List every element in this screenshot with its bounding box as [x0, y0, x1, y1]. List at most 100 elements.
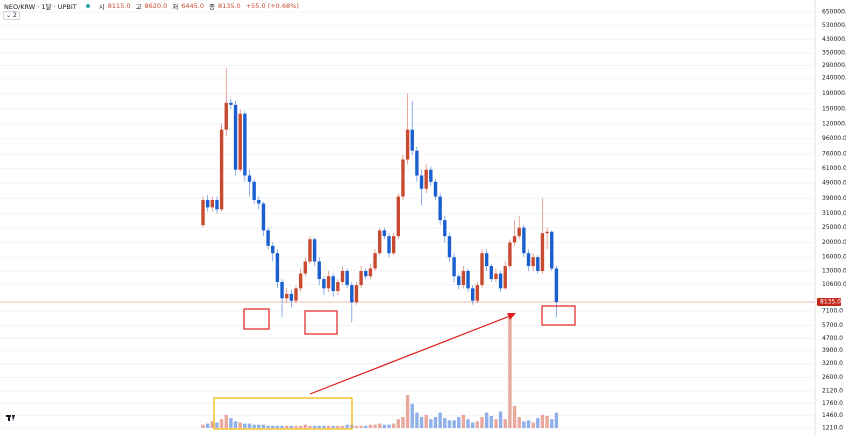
candle-body [261, 203, 266, 231]
volume-bar [201, 424, 205, 428]
candle-body [461, 270, 466, 286]
volume-bar [233, 421, 238, 428]
candle-body [243, 113, 247, 176]
candle-body [345, 270, 349, 286]
last-price-label: 8135.0 [820, 298, 841, 305]
volume-bar [489, 415, 493, 428]
volume-bar [266, 425, 270, 428]
y-tick-label: 530000.0 [822, 22, 846, 29]
volume-bar [522, 421, 526, 428]
candle-body [224, 102, 228, 130]
volume-bar [317, 425, 321, 428]
arrow-head [507, 313, 516, 320]
candle-body [429, 169, 433, 182]
candle-body [233, 104, 238, 170]
ohlc-key: 시 [98, 3, 105, 11]
volume-bar [526, 420, 531, 428]
y-tick-label: 3900.0 [822, 347, 843, 354]
volume-bar [508, 318, 512, 428]
candle-body [219, 129, 224, 210]
ohlc-key: 고 [135, 3, 142, 11]
volume-bar [364, 425, 368, 428]
candle-body [331, 276, 335, 292]
volume-bar [401, 417, 405, 428]
y-tick-label: 25000.0 [822, 224, 846, 231]
y-tick-label: 430000.0 [822, 36, 846, 43]
candle-body [540, 233, 545, 271]
volume-bar [536, 418, 540, 428]
candle-body [508, 242, 512, 267]
volume-bar [438, 412, 442, 428]
y-tick-label: 650000.0 [822, 9, 846, 16]
candle-body [443, 220, 447, 237]
volume-bar [475, 421, 480, 428]
grid [0, 11, 815, 429]
volume-bar [550, 419, 554, 428]
candle-body [484, 253, 489, 267]
candle-body [489, 266, 493, 280]
y-tick-label: 13000.0 [822, 267, 846, 274]
ohlc-value: 8620.0 [144, 2, 168, 10]
volume-bar [303, 424, 307, 428]
candle-body [350, 285, 354, 303]
candle-body [238, 113, 242, 170]
candle-body [457, 276, 461, 286]
volume-bar [368, 424, 373, 428]
candle-body [266, 230, 270, 246]
candle-body [405, 129, 410, 160]
volume-bar [517, 417, 521, 428]
indicator-toggle[interactable]: ⌄ 2 [3, 11, 20, 20]
candle-body [252, 181, 256, 200]
volume-bar [405, 395, 410, 428]
y-tick-label: 4700.0 [822, 335, 843, 342]
volume-bar [503, 419, 507, 428]
ohlc-value: 8135.0 [217, 2, 241, 10]
volume-bar [345, 424, 349, 428]
volume-bar [433, 417, 438, 428]
candle-body [517, 227, 521, 237]
volume-bar [419, 417, 424, 428]
candle-body [475, 285, 480, 301]
volume-bar [308, 425, 312, 428]
volume-bar [424, 414, 428, 428]
status-dot [85, 4, 90, 8]
volume-bar [205, 423, 210, 428]
y-tick-label: 49000.0 [822, 180, 846, 187]
candle-body [545, 231, 549, 234]
volume-bar [373, 424, 377, 428]
volume-bar [484, 412, 489, 428]
volume-bar [247, 423, 252, 428]
ohlc-key: 종 [208, 3, 215, 11]
candle-body [522, 227, 526, 254]
candle-body [247, 175, 252, 182]
y-tick-label: 290000.0 [822, 62, 846, 69]
candle-body [512, 236, 517, 243]
volume-bar [322, 425, 326, 428]
marks [0, 67, 815, 428]
y-tick-label: 350000.0 [822, 50, 846, 57]
y-tick-label: 76000.0 [822, 151, 846, 158]
y-tick-label: 39000.0 [822, 195, 846, 202]
volume-bar [382, 424, 387, 428]
candle-body [336, 282, 340, 292]
candle-body [401, 159, 405, 197]
candle-body [391, 236, 396, 254]
y-tick-label: 3200.0 [822, 360, 843, 367]
candle-body [503, 266, 507, 289]
last-price-tag [817, 297, 841, 306]
y-tick-label: 1460.0 [822, 412, 843, 419]
volume-bar [545, 415, 549, 428]
candle-body [373, 253, 377, 269]
candle-body [317, 261, 321, 280]
candle-body [382, 230, 387, 237]
candle-body [368, 268, 373, 277]
volume-highlight-box [213, 397, 353, 430]
candle-body [280, 282, 284, 299]
volume-bar [447, 420, 452, 428]
candle-body [531, 257, 535, 267]
change: +55.0 (+0.68%) [245, 2, 299, 10]
volume-bar [415, 412, 419, 428]
y-tick-label: 2120.0 [822, 387, 843, 394]
candle-body [201, 199, 205, 226]
y-tick-label: 1210.0 [822, 425, 843, 432]
